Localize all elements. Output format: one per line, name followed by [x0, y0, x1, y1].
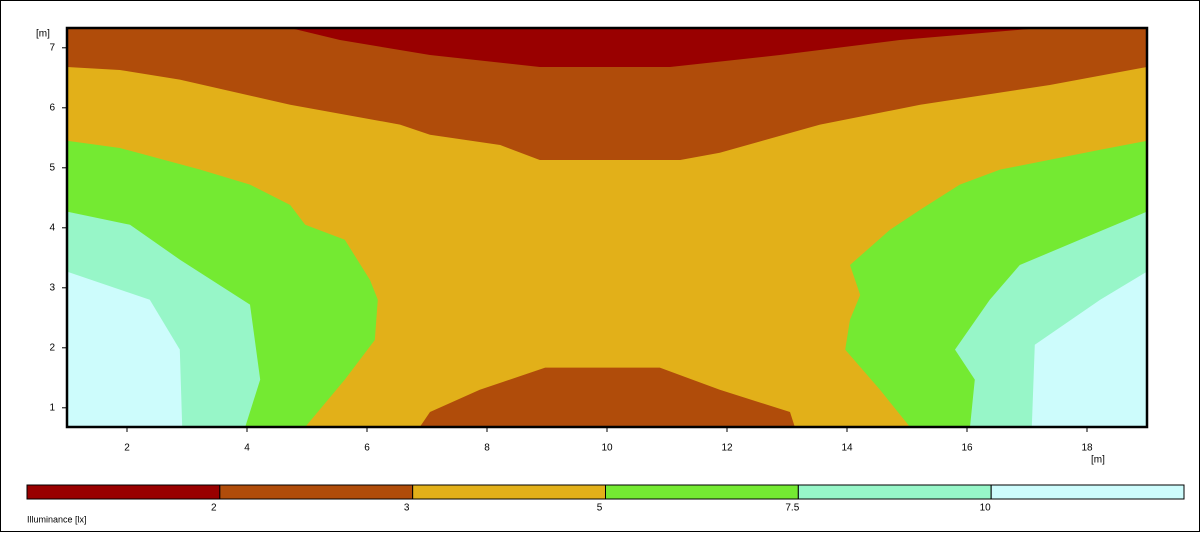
legend-swatch [26, 484, 221, 500]
legend-label: 5 [597, 503, 603, 514]
legend-swatch [219, 484, 414, 500]
x-axis-label: [m] [1091, 455, 1105, 466]
x-tick-label: 8 [484, 443, 490, 454]
y-tick-label: 4 [49, 222, 55, 233]
legend-swatch [797, 484, 992, 500]
legend-label: 10 [980, 503, 992, 514]
x-tick-label: 6 [364, 443, 370, 454]
legend-label: 7.5 [785, 503, 799, 514]
x-tick-label: 18 [1081, 443, 1093, 454]
y-tick-label: 5 [49, 162, 55, 173]
legend-swatch [990, 484, 1185, 500]
y-tick-label: 1 [49, 402, 55, 413]
legend-label: 2 [211, 503, 217, 514]
legend-swatch [605, 484, 799, 500]
y-axis-label: [m] [36, 29, 50, 40]
x-tick-label: 16 [961, 443, 973, 454]
contour-region [1031, 271, 1147, 427]
legend-label: 3 [404, 503, 410, 514]
contour-region [67, 271, 183, 427]
x-tick-label: 14 [841, 443, 853, 454]
y-tick-label: 7 [49, 42, 55, 53]
legend-title: Illuminance [lx] [27, 514, 87, 524]
y-tick-label: 2 [49, 342, 55, 353]
x-tick-label: 10 [601, 443, 613, 454]
y-tick-label: 6 [49, 102, 55, 113]
x-tick-label: 4 [244, 443, 250, 454]
x-tick-label: 2 [124, 443, 130, 454]
x-tick-label: 12 [721, 443, 733, 454]
legend-swatch [412, 484, 606, 500]
y-tick-label: 3 [49, 282, 55, 293]
